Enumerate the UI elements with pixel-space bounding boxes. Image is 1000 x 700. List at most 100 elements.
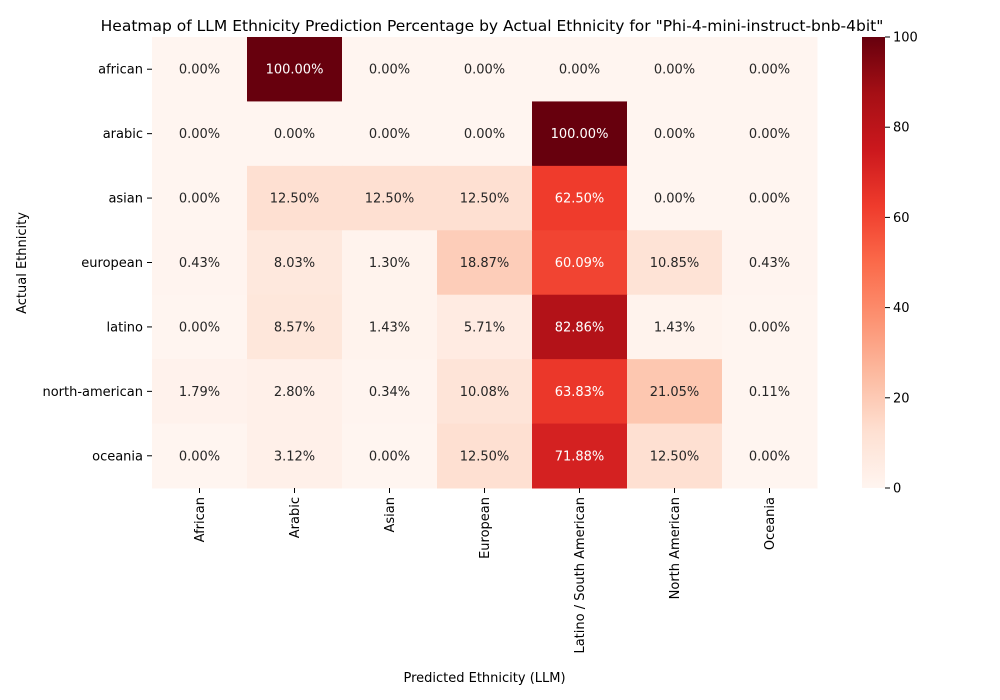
heatmap-cell bbox=[437, 423, 533, 489]
x-tick-label: Oceania bbox=[763, 497, 778, 550]
heatmap-cell bbox=[722, 359, 818, 425]
colorbar-tick-label: 0 bbox=[893, 482, 901, 497]
cell-value-label: 21.05% bbox=[650, 385, 700, 400]
heatmap-cell bbox=[627, 230, 723, 296]
heatmap-cell bbox=[532, 230, 628, 296]
heatmap-cell bbox=[152, 423, 248, 489]
heatmap-cell bbox=[437, 165, 533, 231]
cell-value-label: 8.03% bbox=[274, 256, 315, 271]
heatmap-cell bbox=[532, 359, 628, 425]
heatmap-cell bbox=[152, 359, 248, 425]
cell-value-label: 8.57% bbox=[274, 320, 315, 335]
colorbar-tick-label: 20 bbox=[893, 391, 910, 406]
heatmap-cell bbox=[247, 230, 343, 296]
x-tick-label: Latino / South American bbox=[573, 497, 588, 654]
x-tick-label: African bbox=[193, 497, 208, 542]
cell-value-label: 63.83% bbox=[555, 385, 605, 400]
heatmap-cell bbox=[437, 37, 533, 102]
heatmap-cell bbox=[722, 294, 818, 360]
heatmap-cell bbox=[152, 37, 248, 102]
cell-value-label: 12.50% bbox=[460, 449, 510, 464]
heatmap-cell bbox=[152, 230, 248, 296]
colorbar-gradient bbox=[862, 37, 885, 488]
y-tick-label: european bbox=[81, 256, 143, 271]
cell-value-label: 1.43% bbox=[654, 320, 695, 335]
y-axis-tick-labels: african arabic asian european latino north-am… bbox=[42, 63, 152, 464]
heatmap-cell bbox=[722, 101, 818, 167]
heatmap-cell bbox=[152, 165, 248, 231]
cell-value-label: 0.00% bbox=[464, 127, 505, 142]
heatmap-cell bbox=[247, 37, 343, 102]
heatmap-cell bbox=[152, 294, 248, 360]
cell-value-label: 0.00% bbox=[179, 320, 220, 335]
heatmap-cell bbox=[152, 101, 248, 167]
cell-value-label: 0.34% bbox=[369, 385, 410, 400]
y-axis-label: Actual Ethnicity bbox=[15, 212, 30, 314]
heatmap-cell bbox=[532, 294, 628, 360]
y-tick-label: oceania bbox=[92, 449, 143, 464]
cell-value-label: 62.50% bbox=[555, 192, 605, 207]
cell-value-label: 0.00% bbox=[464, 63, 505, 78]
x-axis-label: Predicted Ethnicity (LLM) bbox=[403, 671, 565, 686]
heatmap-cell bbox=[342, 165, 438, 231]
cell-value-label: 12.50% bbox=[650, 449, 700, 464]
heatmap-cell bbox=[437, 230, 533, 296]
cell-value-label: 12.50% bbox=[270, 192, 320, 207]
heatmap-cell bbox=[342, 294, 438, 360]
cell-value-label: 0.00% bbox=[749, 320, 790, 335]
heatmap-grid: 0.00% 100.00% 0.00% 0.00% 0.00% 0.00% 0.00% 0.0… bbox=[152, 37, 818, 489]
cell-value-label: 10.08% bbox=[460, 385, 510, 400]
x-tick-label: Asian bbox=[383, 497, 398, 532]
cell-value-label: 0.00% bbox=[179, 127, 220, 142]
heatmap-cell bbox=[437, 359, 533, 425]
heatmap-cell bbox=[627, 165, 723, 231]
cell-value-label: 0.00% bbox=[369, 63, 410, 78]
heatmap-cell bbox=[627, 294, 723, 360]
x-axis-tick-labels: African Arabic Asian European Latino / South… bbox=[193, 488, 778, 654]
colorbar-tick-label: 80 bbox=[893, 121, 910, 136]
cell-value-label: 0.00% bbox=[749, 63, 790, 78]
cell-value-label: 0.00% bbox=[749, 127, 790, 142]
y-tick-label: asian bbox=[108, 192, 143, 207]
cell-value-label: 0.00% bbox=[369, 449, 410, 464]
heatmap-cell bbox=[437, 294, 533, 360]
cell-value-label: 5.71% bbox=[464, 320, 505, 335]
cell-value-label: 100.00% bbox=[551, 127, 609, 142]
heatmap-cell bbox=[342, 423, 438, 489]
heatmap-cell bbox=[247, 294, 343, 360]
heatmap-cell bbox=[722, 165, 818, 231]
colorbar-tick-label: 100 bbox=[893, 31, 918, 46]
cell-value-label: 0.00% bbox=[274, 127, 315, 142]
y-tick-label: latino bbox=[107, 320, 144, 335]
x-tick-label: European bbox=[478, 497, 493, 559]
cell-value-label: 0.00% bbox=[654, 192, 695, 207]
y-tick-label: african bbox=[98, 63, 143, 78]
cell-value-label: 12.50% bbox=[460, 192, 510, 207]
heatmap-cell bbox=[532, 165, 628, 231]
heatmap-cell bbox=[247, 423, 343, 489]
cell-value-label: 71.88% bbox=[555, 449, 605, 464]
heatmap-cell bbox=[722, 423, 818, 489]
cell-value-label: 0.00% bbox=[369, 127, 410, 142]
cell-value-label: 0.00% bbox=[654, 63, 695, 78]
colorbar-tick-label: 40 bbox=[893, 301, 910, 316]
cell-value-label: 0.11% bbox=[749, 385, 790, 400]
heatmap-cell bbox=[342, 101, 438, 167]
heatmap-cell bbox=[532, 423, 628, 489]
heatmap-cell bbox=[247, 101, 343, 167]
heatmap-cell bbox=[342, 359, 438, 425]
cell-value-label: 1.79% bbox=[179, 385, 220, 400]
x-tick-label: North American bbox=[668, 497, 683, 599]
heatmap-cell bbox=[342, 230, 438, 296]
cell-value-label: 100.00% bbox=[266, 63, 324, 78]
cell-value-label: 1.30% bbox=[369, 256, 410, 271]
cell-value-label: 1.43% bbox=[369, 320, 410, 335]
y-tick-label: arabic bbox=[103, 127, 143, 142]
cell-value-label: 0.43% bbox=[749, 256, 790, 271]
colorbar: 0 20 40 60 80 100 bbox=[862, 31, 918, 497]
cell-value-label: 3.12% bbox=[274, 449, 315, 464]
heatmap-cell bbox=[532, 101, 628, 167]
cell-value-label: 0.00% bbox=[749, 449, 790, 464]
cell-value-label: 0.43% bbox=[179, 256, 220, 271]
